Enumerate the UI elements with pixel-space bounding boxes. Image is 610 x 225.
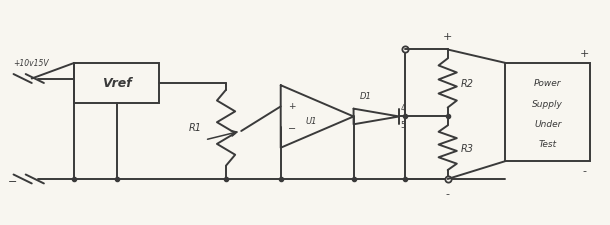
Text: R2: R2 xyxy=(461,79,474,89)
Text: +: + xyxy=(580,49,589,59)
FancyBboxPatch shape xyxy=(505,64,590,161)
Text: Test: Test xyxy=(539,139,557,148)
Text: Vref: Vref xyxy=(102,77,132,90)
Text: Power: Power xyxy=(534,79,562,88)
Text: R3: R3 xyxy=(461,143,474,153)
Text: Under: Under xyxy=(534,119,562,128)
Text: D1: D1 xyxy=(360,91,371,100)
Text: 4: 4 xyxy=(400,104,405,112)
Text: U1: U1 xyxy=(306,117,317,126)
FancyBboxPatch shape xyxy=(74,64,159,104)
Text: 5: 5 xyxy=(400,120,405,129)
Text: R1: R1 xyxy=(188,122,202,132)
Text: -: - xyxy=(446,188,450,198)
Text: Supply: Supply xyxy=(533,99,563,108)
Text: −: − xyxy=(7,176,17,186)
Text: +10v15V: +10v15V xyxy=(13,59,49,68)
Text: −: − xyxy=(287,123,296,133)
Text: +: + xyxy=(288,101,295,110)
Text: +: + xyxy=(443,32,453,41)
Text: -: - xyxy=(583,166,586,176)
